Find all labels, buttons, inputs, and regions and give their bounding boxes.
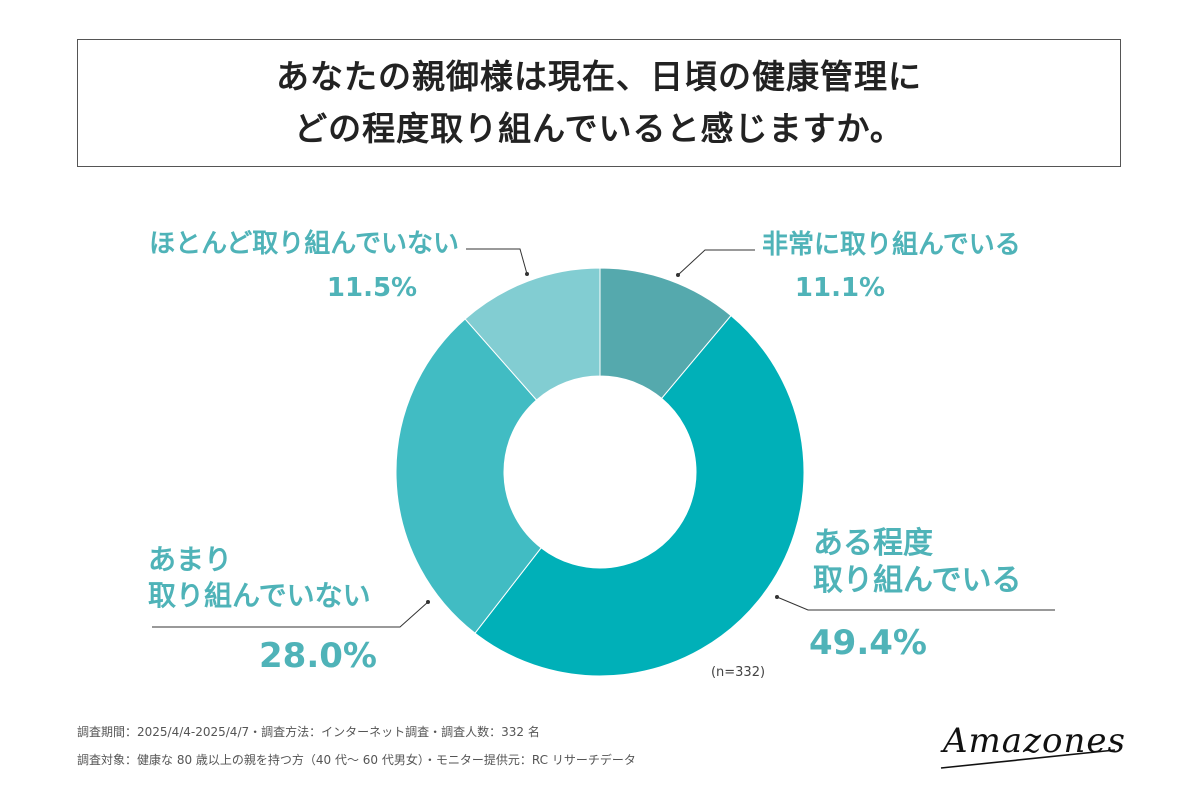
leader-dot-4 bbox=[525, 272, 529, 276]
donut-slice-3 bbox=[395, 318, 542, 634]
slice-value-2: 49.4% bbox=[809, 623, 927, 663]
title-line-2: どの程度取り組んでいると感じますか。 bbox=[294, 109, 904, 148]
donut-slice-2 bbox=[474, 314, 805, 677]
slice-value-3: 28.0% bbox=[259, 636, 377, 676]
leader-line-3 bbox=[152, 601, 429, 628]
slice-value-1: 11.1% bbox=[795, 273, 885, 303]
slice-label-2-line-1: ある程度 bbox=[813, 526, 933, 561]
leader-dot-1 bbox=[676, 273, 680, 277]
leader-dot-3 bbox=[426, 600, 430, 604]
slice-label-1: 非常に取り組んでいる bbox=[762, 229, 1021, 260]
slice-label-2-line-2: 取り組んでいる bbox=[813, 563, 1022, 598]
slice-label-3-line-1: あまり bbox=[148, 543, 232, 576]
slice-value-4: 11.5% bbox=[327, 273, 417, 303]
amazones-logo: Amazones bbox=[940, 721, 1126, 769]
leader-line-2 bbox=[776, 596, 1055, 611]
sample-size-note: (n=332) bbox=[711, 665, 765, 680]
slice-label-3-line-2: 取り組んでいない bbox=[148, 579, 371, 612]
donut-slice-4 bbox=[464, 267, 601, 401]
title-box: あなたの親御様は現在、日頃の健康管理に どの程度取り組んでいると感じますか。 bbox=[77, 39, 1121, 167]
svg-text:Amazones: Amazones bbox=[940, 721, 1126, 761]
leader-line-4 bbox=[466, 248, 528, 275]
slice-label-4: ほとんど取り組んでいない bbox=[149, 228, 459, 259]
leader-dot-2 bbox=[775, 595, 779, 599]
survey-info-line-1: 調査期間：2025/4/4-2025/4/7・調査方法：インターネット調査・調査… bbox=[77, 725, 540, 739]
title-line-1: あなたの親御様は現在、日頃の健康管理に bbox=[276, 57, 922, 96]
survey-info-line-2: 調査対象：健康な 80 歳以上の親を持つ方（40 代～ 60 代男女）・モニター… bbox=[77, 753, 636, 767]
leader-line-1 bbox=[677, 249, 755, 276]
